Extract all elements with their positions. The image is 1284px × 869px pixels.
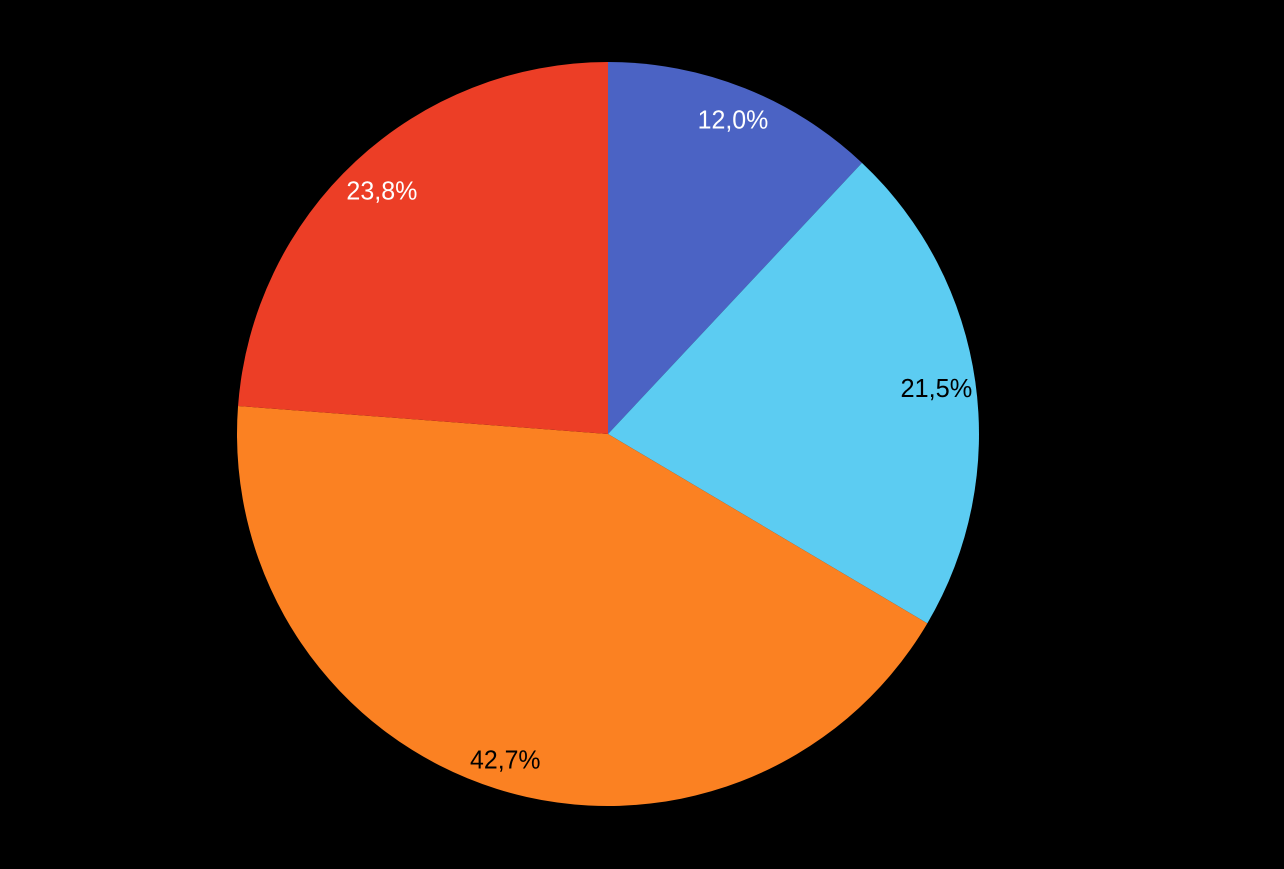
svg-text:23,8%: 23,8% — [346, 176, 417, 206]
svg-text:12,0%: 12,0% — [698, 104, 769, 134]
svg-text:21,5%: 21,5% — [900, 373, 972, 403]
svg-text:42,7%: 42,7% — [470, 745, 541, 775]
